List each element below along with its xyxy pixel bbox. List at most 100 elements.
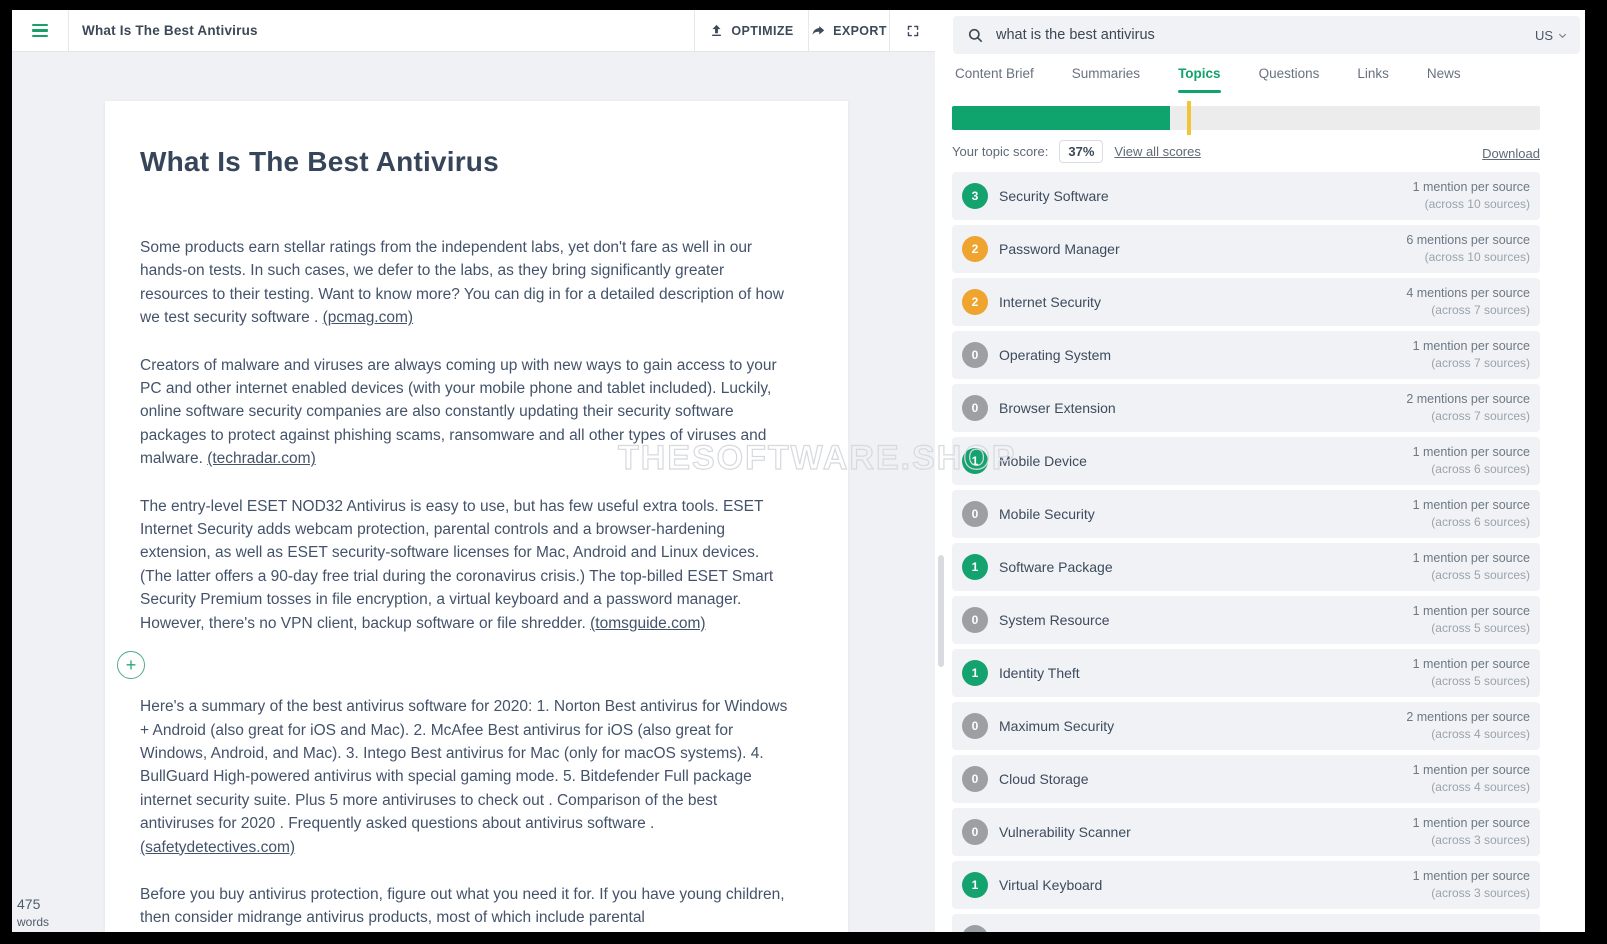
topic-row[interactable]: 1 Virtual Keyboard 1 mention per source …	[952, 861, 1540, 909]
across-sources: (across 4 sources)	[1431, 780, 1530, 795]
upload-icon	[709, 23, 724, 38]
tab-topics[interactable]: Topics	[1178, 66, 1221, 93]
topic-count-badge: 3	[962, 183, 988, 209]
mentions-per-source: 1 mention per source	[1412, 604, 1530, 619]
mentions-per-source: 1 mention per source	[1412, 339, 1530, 354]
topic-row[interactable]: 2 Internet Security 4 mentions per sourc…	[952, 278, 1540, 326]
topic-label: Identity Theft	[999, 665, 1080, 681]
document-page[interactable]: What Is The Best Antivirus Some products…	[105, 101, 848, 932]
tab-news[interactable]: News	[1426, 66, 1461, 81]
topic-score-row: Your topic score: 37% View all scores	[952, 140, 1201, 163]
view-all-scores-link[interactable]: View all scores	[1114, 144, 1201, 159]
toolbar-divider	[694, 10, 695, 51]
topic-row[interactable]: 0 Maximum Security 2 mentions per source…	[952, 702, 1540, 750]
topic-label: Security Software	[999, 188, 1109, 204]
topic-mentions: 1 mention per source (across 6 sources)	[1413, 443, 1530, 479]
topic-mentions: 1 mention per source (across 5 sources)	[1413, 549, 1530, 585]
across-sources: (across 5 sources)	[1431, 674, 1530, 689]
topic-count-badge: 2	[962, 289, 988, 315]
topic-row[interactable]: 0 System Resource 1 mention per source (…	[952, 596, 1540, 644]
topic-row[interactable]: 1 Identity Theft 1 mention per source (a…	[952, 649, 1540, 697]
region-value: US	[1534, 27, 1553, 43]
citation-link[interactable]: (tomsguide.com)	[590, 614, 706, 632]
topic-mentions: 6 mentions per source (across 10 sources…	[1406, 231, 1530, 267]
topic-label: Password Manager	[999, 241, 1120, 257]
page-title[interactable]: What Is The Best Antivirus	[140, 146, 499, 177]
mentions-per-source: 1 mention per source	[1412, 657, 1530, 672]
word-count: 475 words	[17, 895, 49, 930]
tab-links[interactable]: Links	[1357, 66, 1389, 81]
topic-count-badge: 0	[962, 766, 988, 792]
document-title: What Is The Best Antivirus	[82, 23, 258, 38]
mentions-per-source: 2 mentions per source	[1406, 392, 1530, 407]
paragraph-text: Before you buy antivirus protection, fig…	[140, 885, 785, 927]
topic-mentions: 1 mention per source	[1413, 929, 1530, 932]
topic-label: Cloud Storage	[999, 771, 1089, 787]
tab-summaries[interactable]: Summaries	[1071, 66, 1141, 81]
optimize-button[interactable]: OPTIMIZE	[695, 10, 808, 51]
editor-scroll-area: What Is The Best Antivirus Some products…	[12, 52, 935, 932]
topic-count-badge: 0	[962, 819, 988, 845]
topic-mentions: 1 mention per source (across 3 sources)	[1413, 814, 1530, 850]
export-button[interactable]: EXPORT	[809, 10, 889, 51]
share-forward-icon	[811, 23, 826, 38]
topic-mentions: 1 mention per source (across 3 sources)	[1413, 867, 1530, 903]
word-count-value: 475	[17, 896, 41, 912]
topic-row[interactable]: 0 Vulnerability Scanner 1 mention per so…	[952, 808, 1540, 856]
add-block-button[interactable]: +	[117, 651, 145, 679]
mentions-per-source: 1 mention per source	[1412, 551, 1530, 566]
mentions-per-source: 1 mention per source	[1412, 763, 1530, 778]
menu-button[interactable]	[12, 10, 68, 51]
across-sources: (across 4 sources)	[1431, 727, 1530, 742]
doc-paragraph[interactable]: Creators of malware and viruses are alwa…	[140, 354, 792, 471]
tab-questions[interactable]: Questions	[1258, 66, 1320, 81]
region-select[interactable]: US	[1535, 28, 1568, 43]
search-input[interactable]	[994, 26, 1535, 44]
topic-count-badge: 1	[962, 660, 988, 686]
topic-mentions: 1 mention per source (across 4 sources)	[1413, 761, 1530, 797]
topic-count-badge: 0	[962, 713, 988, 739]
topic-count-badge: 0	[962, 342, 988, 368]
topic-row[interactable]: 1 Mobile Device 1 mention per source (ac…	[952, 437, 1540, 485]
editor-scrollbar-track	[935, 10, 947, 932]
topic-row[interactable]: 2 Password Manager 6 mentions per source…	[952, 225, 1540, 273]
across-sources: (across 5 sources)	[1431, 621, 1530, 636]
topic-count-badge: 0	[962, 607, 988, 633]
doc-paragraph[interactable]: Some products earn stellar ratings from …	[140, 236, 792, 330]
toolbar-divider	[808, 10, 809, 51]
topic-row[interactable]: 1 Software Package 1 mention per source …	[952, 543, 1540, 591]
citation-link[interactable]: (safetydetectives.com)	[140, 838, 296, 856]
topic-row[interactable]: 3 Security Software 1 mention per source…	[952, 172, 1540, 220]
topic-score-bar	[952, 101, 1540, 135]
mentions-per-source: 4 mentions per source	[1406, 286, 1530, 301]
citation-link[interactable]: (techradar.com)	[207, 450, 316, 468]
topic-mentions: 1 mention per source (across 7 sources)	[1413, 337, 1530, 373]
topic-score-marker	[1187, 101, 1192, 135]
topic-score-value: 37%	[1059, 140, 1104, 163]
topic-row[interactable]: 0 Cloud Storage 1 mention per source (ac…	[952, 755, 1540, 803]
topic-row[interactable]: 0 Browser Extension 2 mentions per sourc…	[952, 384, 1540, 432]
topic-label: Maximum Security	[999, 718, 1115, 734]
topic-row[interactable]: 0 Operating System 1 mention per source …	[952, 331, 1540, 379]
topic-label: Software Package	[999, 559, 1113, 575]
doc-paragraph[interactable]: Before you buy antivirus protection, fig…	[140, 883, 792, 930]
topic-count-badge: 1	[962, 554, 988, 580]
topic-label: System Resource	[999, 612, 1110, 628]
tab-content-brief[interactable]: Content Brief	[955, 66, 1034, 81]
topic-row[interactable]: 1 mention per source	[952, 914, 1540, 932]
toolbar-divider	[68, 10, 69, 51]
topic-mentions: 1 mention per source (across 5 sources)	[1413, 602, 1530, 638]
citation-link[interactable]: (pcmag.com)	[322, 309, 414, 327]
download-link[interactable]: Download	[1482, 146, 1540, 161]
topic-label: Browser Extension	[999, 400, 1116, 416]
doc-paragraph[interactable]: The entry-level ESET NOD32 Antivirus is …	[140, 495, 792, 635]
topic-row[interactable]: 0 Mobile Security 1 mention per source (…	[952, 490, 1540, 538]
across-sources: (across 7 sources)	[1431, 409, 1530, 424]
doc-paragraph[interactable]: Here's a summary of the best antivirus s…	[140, 695, 792, 859]
across-sources: (across 7 sources)	[1431, 303, 1530, 318]
export-label: EXPORT	[833, 23, 887, 38]
editor-toolbar: What Is The Best Antivirus OPTIMIZE EXPO…	[12, 10, 935, 52]
editor-scrollbar-thumb[interactable]	[938, 555, 944, 667]
across-sources: (across 3 sources)	[1431, 833, 1530, 848]
fullscreen-button[interactable]	[890, 10, 935, 51]
